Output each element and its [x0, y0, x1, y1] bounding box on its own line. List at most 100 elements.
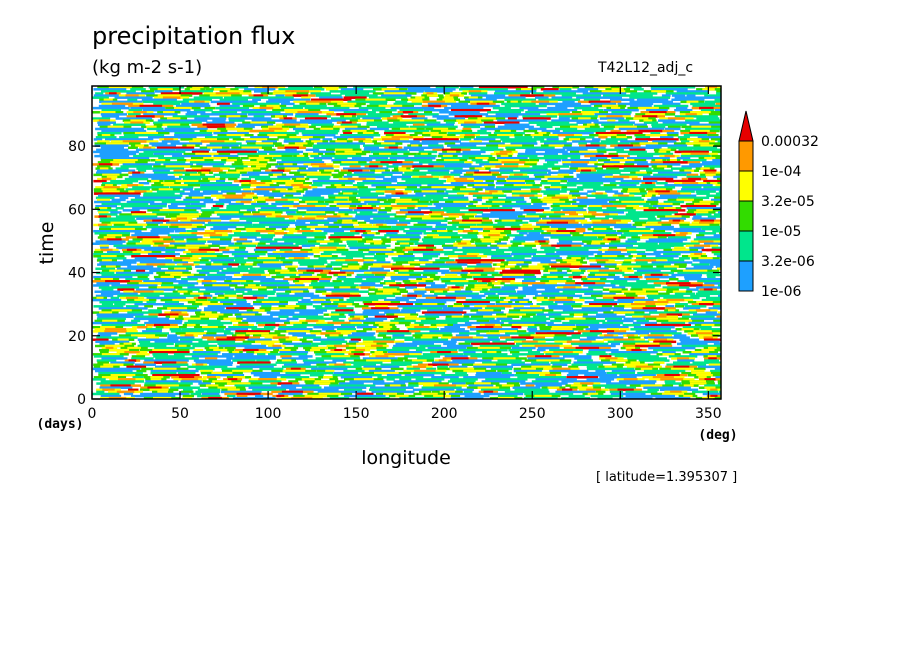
precip-streak-core: [575, 346, 600, 350]
precip-streak: [671, 94, 686, 97]
precip-streak: [301, 386, 322, 389]
precip-streak-core: [191, 196, 205, 200]
precip-streak: [596, 390, 606, 394]
precip-streak: [284, 138, 301, 141]
precip-streak-core: [660, 378, 684, 381]
precip-streak-core: [542, 200, 566, 204]
precip-streak: [249, 175, 271, 179]
precip-streak: [383, 336, 392, 339]
precip-streak: [652, 204, 673, 208]
precip-streak-core: [411, 359, 427, 362]
precip-streak-core: [341, 161, 359, 164]
precip-streak: [522, 280, 536, 283]
precip-streak: [417, 221, 441, 225]
precip-streak: [367, 202, 391, 206]
precip-streak: [375, 305, 388, 308]
precip-streak: [544, 159, 562, 162]
precip-streak: [540, 246, 556, 250]
precip-streak: [352, 184, 365, 187]
precip-streak-core: [635, 292, 659, 296]
precip-streak-core: [709, 86, 717, 89]
precip-streak: [444, 142, 456, 145]
precip-streak-core: [645, 194, 653, 197]
precip-streak: [92, 242, 123, 245]
precip-streak: [161, 140, 180, 143]
precip-streak-core: [98, 163, 113, 166]
precip-streak: [508, 321, 554, 325]
precip-streak-core: [521, 340, 538, 344]
precip-streak: [636, 269, 661, 273]
precip-streak-core: [301, 378, 315, 381]
precip-streak: [599, 376, 637, 379]
precip-streak: [468, 92, 488, 95]
precip-streak: [531, 257, 562, 260]
precip-streak: [713, 342, 721, 346]
precip-streak-core: [682, 269, 708, 273]
precip-streak: [354, 305, 369, 308]
precip-streak-core: [566, 261, 581, 264]
precip-streak: [263, 194, 284, 197]
precip-streak-core: [170, 273, 194, 277]
precip-streak-core: [104, 330, 127, 333]
precip-streak: [101, 202, 149, 206]
precip-streak: [101, 115, 120, 118]
precip-streak-core: [378, 323, 390, 327]
precip-streak-core: [203, 156, 228, 160]
precip-streak: [419, 344, 442, 348]
precip-streak: [710, 369, 721, 373]
precip-streak: [234, 255, 260, 258]
precip-streak: [679, 225, 721, 229]
precip-streak: [138, 340, 151, 344]
precip-streak: [623, 167, 652, 170]
precip-streak: [432, 361, 475, 364]
precip-streak: [101, 90, 136, 93]
precip-streak-core: [174, 106, 192, 110]
precip-streak: [442, 307, 483, 310]
precip-streak: [340, 376, 373, 379]
precip-streak: [427, 184, 464, 187]
precip-streak: [164, 300, 179, 304]
precip-streak: [282, 342, 312, 346]
precip-streak-core: [551, 325, 577, 329]
precip-streak: [666, 363, 707, 367]
precip-streak: [446, 227, 464, 231]
precip-streak: [182, 188, 193, 191]
precip-streak-core: [124, 351, 140, 354]
precip-streak: [704, 384, 721, 387]
precip-streak: [415, 378, 445, 381]
precip-streak: [299, 119, 346, 122]
precip-streak: [506, 148, 516, 152]
precip-streak-core: [691, 371, 711, 375]
precip-streak-core: [111, 309, 132, 312]
precip-streak-core: [337, 213, 345, 216]
precip-streak: [111, 284, 158, 287]
precip-streak: [197, 388, 221, 392]
precip-streak: [676, 156, 691, 160]
precip-streak-core: [640, 384, 663, 387]
precip-streak: [443, 246, 458, 250]
precip-streak: [659, 388, 699, 392]
precip-streak-core: [250, 121, 267, 124]
precip-streak: [527, 351, 541, 354]
precip-streak-core: [282, 369, 306, 373]
colorbar-segment: [738, 140, 754, 172]
precip-streak: [384, 280, 395, 283]
precip-streak: [593, 188, 613, 191]
precip-streak: [334, 156, 348, 160]
precip-streak-core: [233, 376, 246, 379]
precip-streak-core: [113, 159, 138, 162]
precip-streak: [353, 171, 375, 175]
precip-streak-core: [699, 200, 714, 204]
precip-streak: [645, 240, 683, 243]
precip-streak: [329, 384, 376, 387]
precip-streak: [614, 225, 637, 229]
precip-streak: [228, 263, 240, 266]
precip-streak: [387, 351, 423, 354]
precip-streak-core: [165, 271, 183, 275]
precip-streak: [362, 311, 379, 314]
precip-streak: [716, 92, 721, 95]
precip-streak: [241, 173, 260, 177]
precip-streak-core: [285, 305, 300, 308]
precip-streak: [447, 144, 477, 147]
precip-streak-core: [336, 204, 350, 208]
